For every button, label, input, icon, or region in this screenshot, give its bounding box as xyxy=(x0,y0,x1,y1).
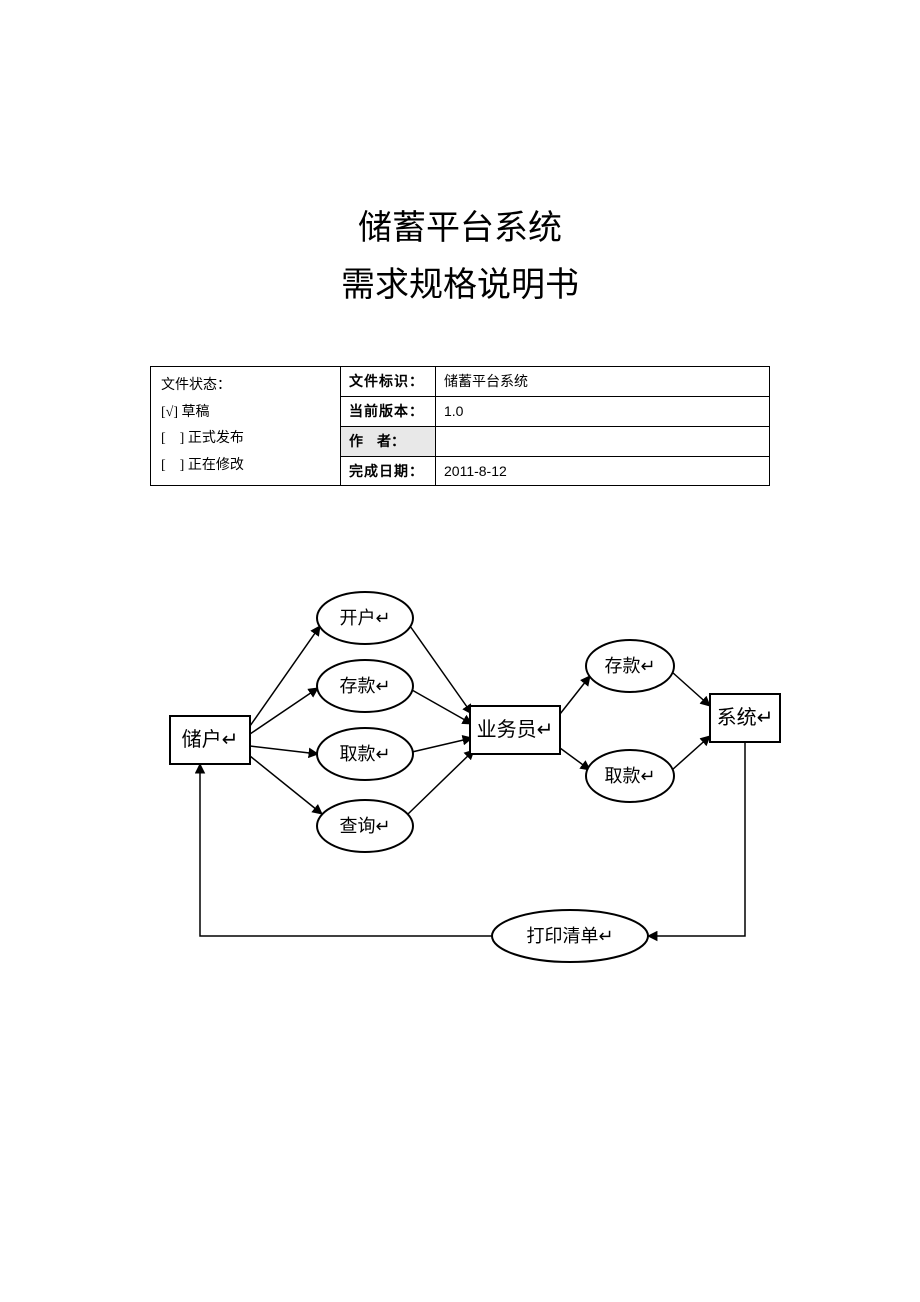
edge-customer-withdraw1 xyxy=(250,746,318,754)
node-customer: 储户↵ xyxy=(170,716,250,764)
node-deposit1: 存款↵ xyxy=(317,660,413,712)
edge-clerk-withdraw2 xyxy=(560,748,590,770)
node-deposit2: 存款↵ xyxy=(586,640,674,692)
svg-text:取款↵: 取款↵ xyxy=(339,744,390,764)
edge-open-clerk xyxy=(410,626,472,714)
meta-label-3: 完成日期： xyxy=(341,456,436,486)
node-system: 系统↵ xyxy=(710,694,780,742)
svg-text:储户↵: 储户↵ xyxy=(182,728,239,751)
svg-text:存款↵: 存款↵ xyxy=(604,656,655,676)
edge-deposit1-clerk xyxy=(412,690,472,724)
edge-withdraw1-clerk xyxy=(412,738,472,752)
file-status-cell: 文件状态： [√] 草稿 [ ] 正式发布 [ ] 正在修改 xyxy=(151,367,341,486)
node-clerk: 业务员↵ xyxy=(470,706,560,754)
edge-deposit2-system xyxy=(672,672,710,706)
edge-withdraw2-system xyxy=(672,736,710,770)
svg-text:业务员↵: 业务员↵ xyxy=(477,718,554,741)
meta-value-0: 储蓄平台系统 xyxy=(436,367,770,397)
status-modify: [ ] 正在修改 xyxy=(161,453,330,480)
edge-clerk-deposit2 xyxy=(560,676,590,714)
meta-value-1: 1.0 xyxy=(436,396,770,426)
svg-text:系统↵: 系统↵ xyxy=(717,706,774,729)
doc-title-line2: 需求规格说明书 xyxy=(150,257,770,306)
node-open: 开户↵ xyxy=(317,592,413,644)
node-withdraw1: 取款↵ xyxy=(317,728,413,780)
svg-text:打印清单↵: 打印清单↵ xyxy=(526,926,613,946)
status-draft: [√] 草稿 xyxy=(161,400,330,427)
svg-text:查询↵: 查询↵ xyxy=(339,816,390,836)
meta-label-1: 当前版本： xyxy=(341,396,436,426)
meta-label-0: 文件标识： xyxy=(341,367,436,397)
svg-text:开户↵: 开户↵ xyxy=(339,608,390,628)
edge-query-clerk xyxy=(408,750,474,814)
status-header: 文件状态： xyxy=(161,373,330,400)
meta-value-3: 2011-8-12 xyxy=(436,456,770,486)
node-query: 查询↵ xyxy=(317,800,413,852)
flowchart-diagram: 储户↵ 开户↵ 存款↵ 取款↵ 查询↵ 业务员↵ 存款↵ 取款↵ 系统↵ 打印清单↵ xyxy=(150,576,790,1016)
svg-text:取款↵: 取款↵ xyxy=(604,766,655,786)
status-release: [ ] 正式发布 xyxy=(161,426,330,453)
svg-text:存款↵: 存款↵ xyxy=(339,676,390,696)
metadata-table: 文件状态： [√] 草稿 [ ] 正式发布 [ ] 正在修改 文件标识： 储蓄平… xyxy=(150,366,770,486)
edge-customer-query xyxy=(250,756,322,814)
doc-title-line1: 储蓄平台系统 xyxy=(150,200,770,249)
meta-label-2: 作 者： xyxy=(341,426,436,456)
node-withdraw2: 取款↵ xyxy=(586,750,674,802)
node-print: 打印清单↵ xyxy=(492,910,648,962)
meta-value-2 xyxy=(436,426,770,456)
